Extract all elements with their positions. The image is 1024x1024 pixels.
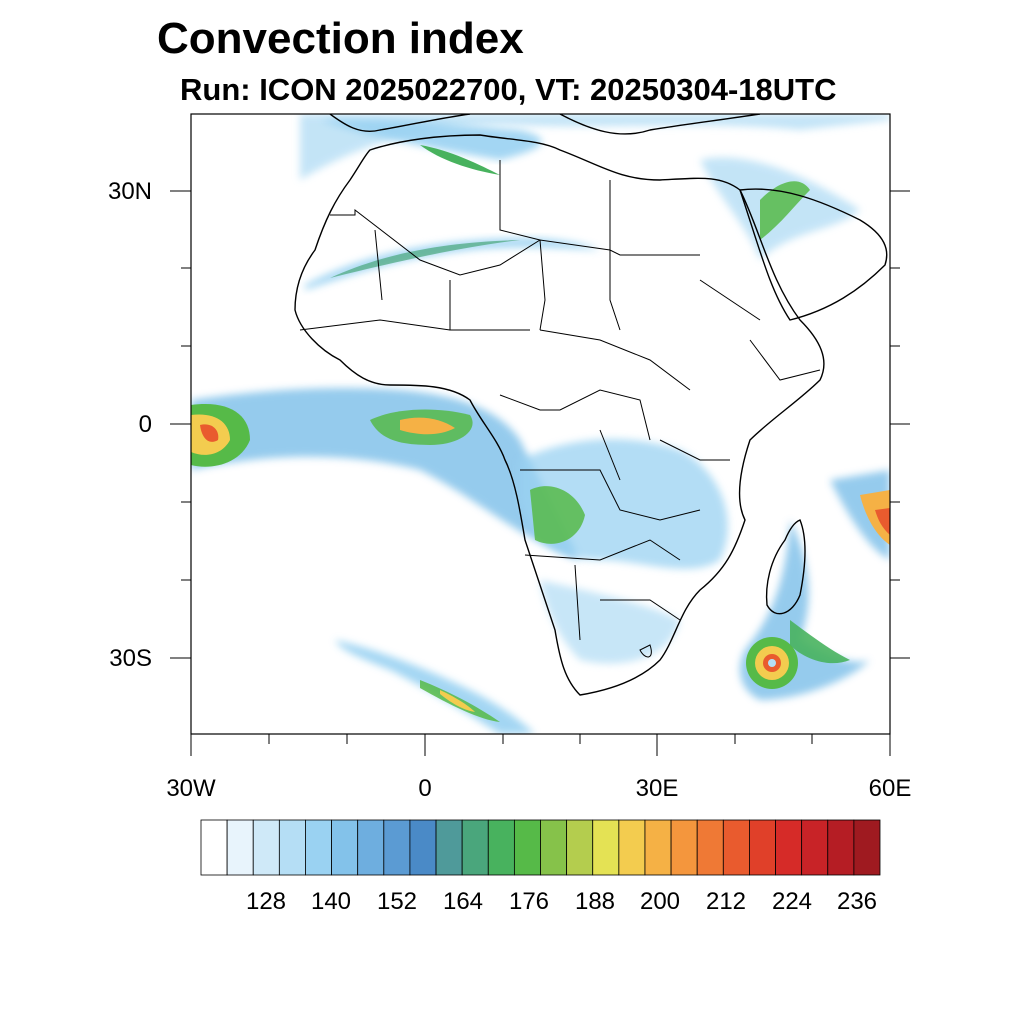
y-tick-30n: 30N — [107, 178, 152, 205]
colorbar-swatch — [853, 819, 881, 876]
colorbar-swatch — [383, 819, 411, 876]
y-tick-30s: 30S — [109, 645, 152, 672]
plot-frame — [170, 113, 910, 756]
colorbar-swatch — [540, 819, 568, 876]
colorbar-swatch — [252, 819, 280, 876]
colorbar — [200, 819, 881, 876]
coastlines — [294, 114, 888, 696]
colorbar-swatch — [775, 819, 803, 876]
x-tick-30e: 30E — [635, 775, 679, 802]
colorbar-swatch — [226, 819, 254, 876]
colorbar-swatch — [357, 819, 385, 876]
colorbar-label: 164 — [442, 888, 484, 915]
colorbar-label: 200 — [639, 888, 681, 915]
colorbar-swatch — [409, 819, 437, 876]
country-borders — [299, 160, 821, 658]
colorbar-swatch — [461, 819, 489, 876]
colorbar-swatch — [487, 819, 515, 876]
colorbar-label: 128 — [245, 888, 287, 915]
colorbar-swatch — [827, 819, 855, 876]
colorbar-swatch — [278, 819, 306, 876]
colorbar-swatch — [592, 819, 620, 876]
map-subtitle: Run: ICON 2025022700, VT: 20250304-18UTC — [180, 72, 837, 107]
colorbar-label: 176 — [508, 888, 550, 915]
colorbar-label: 152 — [376, 888, 418, 915]
convection-field — [191, 114, 890, 734]
colorbar-swatch — [513, 819, 541, 876]
colorbar-swatch — [331, 819, 359, 876]
colorbar-swatch — [644, 819, 672, 876]
x-tick-0: 0 — [418, 775, 432, 802]
colorbar-swatch — [618, 819, 646, 876]
colorbar-swatch — [722, 819, 750, 876]
colorbar-label: 188 — [574, 888, 616, 915]
colorbar-swatch — [435, 819, 463, 876]
colorbar-swatch — [801, 819, 829, 876]
colorbar-swatch — [670, 819, 698, 876]
map-title: Convection index — [157, 14, 524, 63]
colorbar-swatch — [749, 819, 776, 876]
colorbar-label: 212 — [705, 888, 747, 915]
y-tick-0: 0 — [138, 411, 152, 438]
x-tick-60e: 60E — [868, 775, 912, 802]
x-tick-30w: 30W — [166, 775, 216, 802]
colorbar-label: 236 — [836, 888, 878, 915]
colorbar-swatch — [200, 819, 228, 876]
colorbar-label: 140 — [310, 888, 352, 915]
colorbar-swatch — [696, 819, 724, 876]
colorbar-label: 224 — [771, 888, 813, 915]
colorbar-swatch — [566, 819, 594, 876]
colorbar-swatch — [305, 819, 332, 876]
